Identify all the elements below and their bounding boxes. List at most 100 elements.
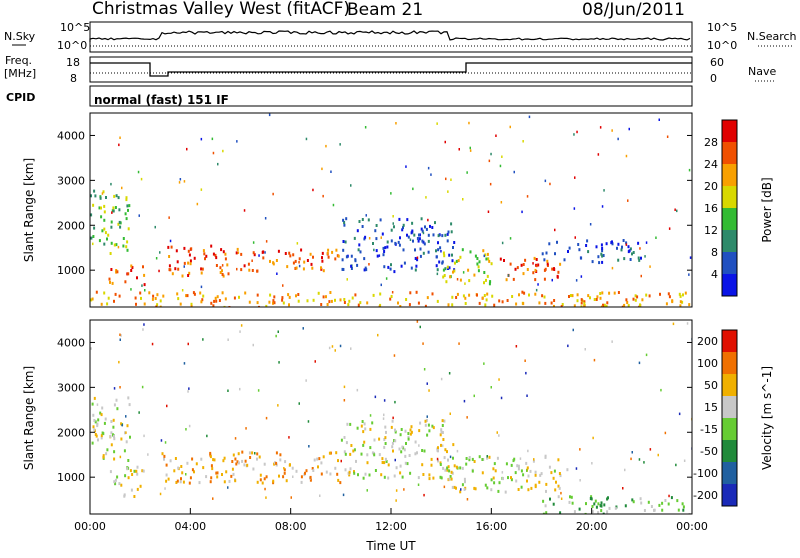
velocity-scatter-cell (159, 492, 162, 496)
power-cell (348, 299, 351, 303)
power-scatter-cell (644, 255, 646, 258)
velocity-cell (275, 451, 278, 455)
power-cell (534, 292, 537, 296)
power-cell (216, 295, 219, 299)
velocity-scatter-cell (660, 388, 662, 392)
velocity-scatter-cell (403, 488, 405, 491)
velocity-cell (494, 469, 497, 473)
velocity-cell (448, 469, 451, 473)
power-cell (329, 291, 332, 294)
velocity-cell (182, 480, 185, 484)
velocity-cell (356, 426, 359, 430)
power-scatter-cell (599, 126, 602, 129)
velocity-scatter-cell (245, 427, 247, 430)
power-cell (288, 303, 290, 307)
power-cell (113, 194, 116, 198)
power-scatter-cell (500, 201, 503, 204)
velocity-cell (510, 478, 513, 482)
power-scatter-cell (332, 203, 335, 207)
power-cell (418, 237, 421, 241)
velocity-cell (282, 475, 285, 479)
velocity-scatter-cell (394, 458, 396, 462)
velocity-cell (403, 448, 406, 452)
power-cell (512, 277, 515, 281)
power-cell (130, 264, 133, 268)
freq-unit: [MHz] (4, 67, 36, 80)
velocity-cell (209, 451, 212, 455)
time-x-axis: 00:00 04:00 08:00 12:00 16:00 20:00 00:00 (74, 508, 708, 533)
power-cell (639, 303, 641, 307)
power-cell (580, 298, 583, 302)
power-cell (214, 296, 217, 300)
velocity-cell (369, 446, 372, 450)
velocity-cell (230, 474, 233, 478)
velocity-cell (274, 461, 276, 465)
velocity-cell (322, 455, 325, 459)
velocity-cell (163, 457, 165, 461)
velocity-cell (416, 451, 418, 455)
power-cell (275, 259, 278, 262)
velocity-cell (223, 456, 226, 460)
velocity-cell (129, 469, 132, 473)
power-cell (106, 237, 108, 241)
power-scatter-cell (468, 121, 470, 125)
power-cell (538, 301, 541, 305)
velocity-cell (437, 446, 439, 450)
velocity-scatter-cell (275, 334, 277, 338)
power-scatter-cell (364, 126, 367, 129)
velocity-panel: 1000 2000 3000 4000 00:00 04:00 08:00 12:00 16:… (22, 319, 708, 553)
velocity-scatter-cell (533, 458, 535, 461)
power-cell (411, 221, 414, 225)
velocity-cell (585, 502, 587, 506)
power-cell (193, 256, 196, 260)
power-cell (407, 235, 410, 239)
velocity-cell (136, 487, 139, 491)
power-cell (424, 225, 426, 229)
velocity-cell (447, 465, 450, 469)
power-scatter-cell (305, 137, 308, 141)
cpid-label: CPID (6, 91, 35, 104)
power-cell (320, 266, 322, 270)
power-cell (611, 240, 613, 244)
power-cell (534, 268, 537, 272)
velocity-cell (344, 452, 347, 456)
power-scatter-cell (597, 153, 600, 156)
power-y-axis: 1000 2000 3000 4000 (57, 129, 692, 277)
power-cell (381, 232, 384, 236)
velocity-cell (202, 466, 205, 470)
velocity-cell (639, 497, 642, 501)
velocity-scatter-cell (120, 334, 122, 337)
nsky-line (89, 30, 691, 42)
power-scatter-cell (158, 269, 160, 273)
velocity-cell (92, 425, 95, 429)
power-cell (422, 251, 425, 255)
velocity-scatter-cell (483, 362, 485, 365)
velocity-scatter-cell (202, 338, 204, 341)
power-cell (221, 291, 224, 295)
velocity-cell (165, 479, 168, 483)
velocity-cell (175, 481, 178, 484)
power-scatter-cell (456, 278, 459, 281)
velocity-cell (373, 438, 376, 442)
power-cell (409, 291, 412, 295)
velocity-scatter-cell (277, 404, 279, 407)
velocity-scatter-cell (449, 455, 452, 459)
power-cell (272, 301, 274, 305)
colorbar-tick-label: 20 (704, 180, 718, 193)
velocity-cell (210, 476, 213, 480)
velocity-cell (335, 451, 338, 455)
velocity-cell (381, 461, 384, 464)
velocity-cell (640, 501, 643, 505)
power-cell (107, 233, 110, 237)
power-cell (399, 236, 401, 240)
power-cell (448, 253, 451, 257)
colorbar-swatch (722, 252, 737, 274)
velocity-cell (113, 480, 116, 484)
velocity-cell (243, 463, 246, 467)
velocity-cell (349, 467, 352, 471)
velocity-scatter-cell (234, 437, 237, 440)
velocity-cell (92, 413, 95, 417)
power-cell (240, 268, 243, 272)
velocity-cell (180, 477, 182, 481)
power-scatter-cell (501, 155, 503, 158)
